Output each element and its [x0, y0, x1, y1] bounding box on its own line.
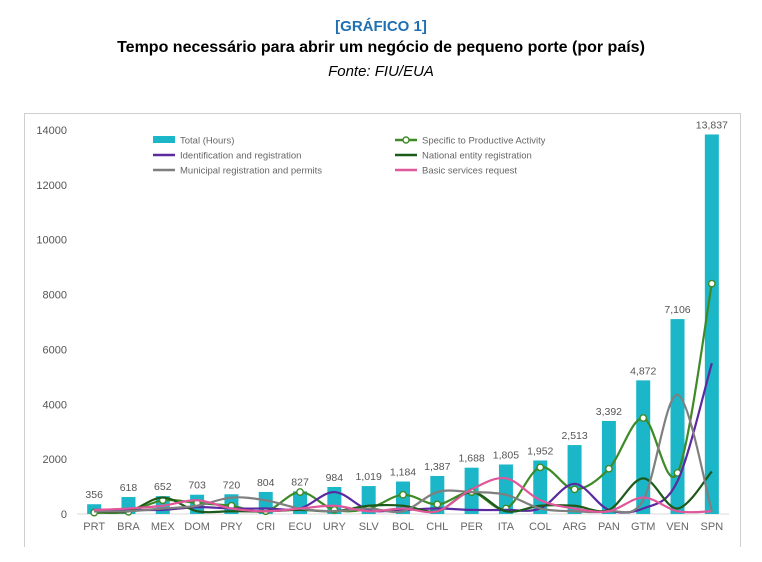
chart-title: Tempo necessário para abrir um negócio d…: [117, 39, 645, 56]
legend-label: National entity registration: [422, 151, 532, 162]
series-marker: [536, 463, 545, 472]
bar: [670, 319, 685, 514]
chart-source: Fonte: FIU/EUA: [328, 63, 434, 80]
x-tick-label: VEN: [666, 521, 689, 533]
bar-value-label: 1,387: [424, 461, 450, 473]
legend-label: Total (Hours): [180, 136, 234, 147]
bar: [498, 464, 513, 514]
legend-label: Municipal registration and permits: [180, 166, 322, 177]
x-tick-label: PRY: [220, 521, 243, 533]
bar-value-label: 984: [326, 472, 344, 484]
series-marker: [604, 464, 613, 473]
bar-value-label: 2,513: [561, 430, 587, 442]
legend-swatch: [153, 136, 175, 143]
x-tick-label: COL: [529, 521, 552, 533]
bar-value-label: 827: [291, 476, 309, 488]
series-marker: [707, 279, 716, 288]
legend: Total (Hours) Specific to Productive Acti…: [153, 136, 546, 177]
x-tick-label: GTM: [631, 521, 655, 533]
series-line: [94, 283, 713, 515]
bar-value-label: 13,837: [696, 119, 728, 131]
legend-label: Basic services request: [422, 166, 517, 177]
bar-value-label: 1,805: [493, 449, 519, 461]
x-tick-label: ITA: [498, 521, 515, 533]
y-tick-label: 14000: [36, 125, 67, 137]
bar: [636, 380, 651, 514]
x-tick-label: CRI: [256, 521, 275, 533]
y-tick-label: 10000: [36, 235, 67, 247]
series-line: [94, 393, 713, 514]
bar-value-label: 1,019: [356, 471, 382, 483]
bar: [567, 445, 582, 514]
bar-value-label: 7,106: [664, 304, 690, 316]
bar-value-label: 3,392: [596, 406, 622, 418]
axis-group: 0 2000 4000 6000 8000 10000 12000 14000 PRT BRA ME…: [36, 125, 729, 533]
series-line: [94, 476, 712, 514]
legend-marker: [402, 136, 410, 144]
x-tick-label: MEX: [151, 521, 176, 533]
bar-value-label: 703: [188, 480, 206, 492]
x-tick-label: SPN: [701, 521, 724, 533]
bar: [704, 134, 719, 514]
bar-value-labels: 356 618 652 703 720 804 827 984 1,019 1,184 1,387 1…: [85, 119, 728, 501]
y-tick-label: 12000: [36, 180, 67, 192]
series-marker: [399, 490, 407, 499]
x-tick-label: PER: [460, 521, 483, 533]
y-tick-label: 0: [61, 509, 67, 521]
series-line: [94, 470, 713, 514]
chart-svg: 0 2000 4000 6000 8000 10000 12000 14000 PRT BRA ME…: [36, 119, 729, 533]
bar-value-label: 1,952: [527, 445, 553, 457]
x-tick-label: ECU: [288, 521, 311, 533]
x-tick-label: BOL: [392, 521, 414, 533]
x-tick-label: ARG: [563, 521, 587, 533]
bar-value-label: 4,872: [630, 365, 656, 377]
x-tick-label: PAN: [598, 521, 620, 533]
x-tick-label: DOM: [184, 521, 210, 533]
series-marker: [570, 485, 579, 494]
x-tick-label: URY: [323, 521, 347, 533]
bar-series: [87, 134, 719, 514]
y-tick-label: 4000: [43, 399, 67, 411]
x-tick-label: BRA: [117, 521, 140, 533]
bar-value-label: 720: [223, 479, 241, 491]
y-tick-label: 2000: [43, 454, 67, 466]
chart-tag: [GRÁFICO 1]: [335, 18, 427, 35]
y-tick-label: 6000: [43, 344, 67, 356]
bar-value-label: 1,688: [458, 453, 484, 465]
series-marker: [433, 500, 442, 509]
bar-value-label: 356: [85, 489, 103, 501]
x-tick-label: CHL: [426, 521, 448, 533]
line-series: [90, 279, 716, 517]
chart-frame: 0 2000 4000 6000 8000 10000 12000 14000 PRT BRA ME…: [24, 113, 741, 547]
y-tick-label: 8000: [43, 290, 67, 302]
series-marker: [296, 488, 304, 496]
x-tick-label: SLV: [359, 521, 380, 533]
bar-value-label: 652: [154, 481, 172, 493]
x-tick-label: PRT: [83, 521, 105, 533]
legend-label: Specific to Productive Activity: [422, 136, 546, 147]
bar-value-label: 1,184: [390, 467, 416, 479]
bar-value-label: 618: [120, 482, 138, 494]
series-marker: [639, 414, 648, 422]
legend-label: Identification and registration: [180, 151, 301, 162]
bar-value-label: 804: [257, 477, 275, 489]
